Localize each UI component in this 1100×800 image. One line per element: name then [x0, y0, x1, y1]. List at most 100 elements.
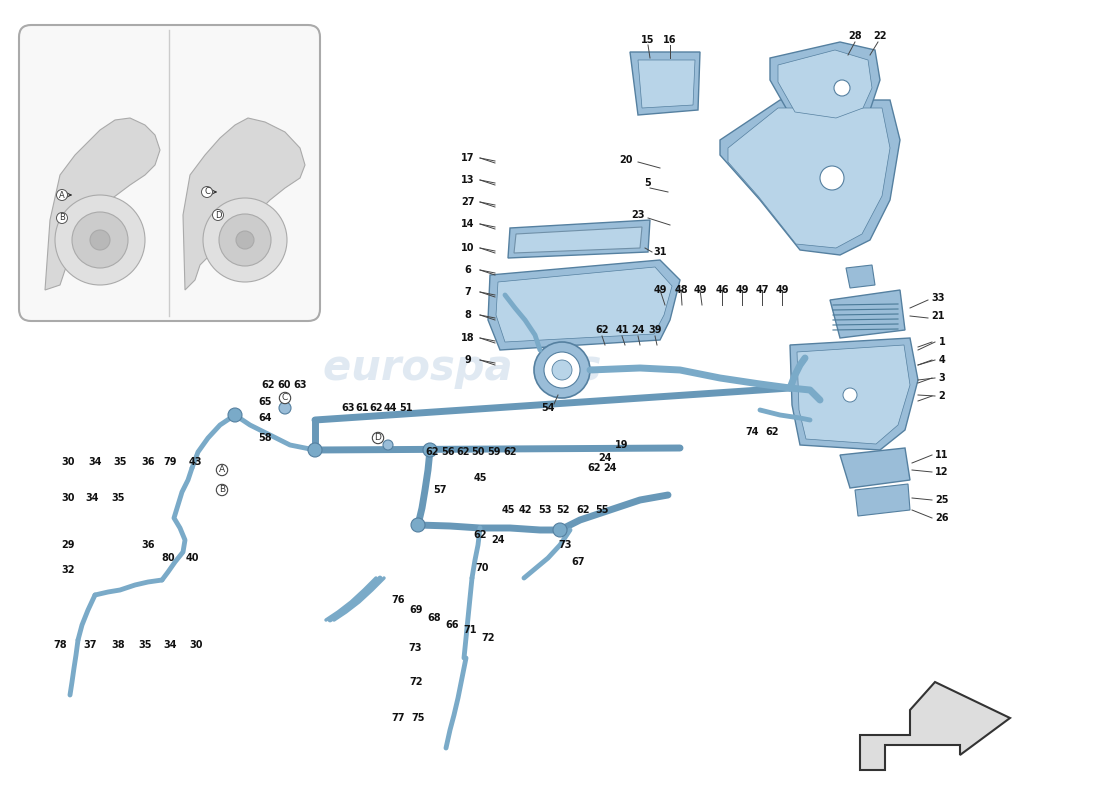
Polygon shape [840, 448, 910, 488]
Text: 67: 67 [571, 557, 585, 567]
Polygon shape [770, 42, 880, 120]
Polygon shape [45, 118, 159, 290]
Text: 77: 77 [392, 713, 405, 723]
Text: 49: 49 [735, 285, 749, 295]
Text: 15: 15 [641, 35, 654, 45]
Text: 55: 55 [595, 505, 608, 515]
Polygon shape [830, 290, 905, 338]
Text: 34: 34 [88, 457, 101, 467]
Polygon shape [630, 52, 700, 115]
Circle shape [90, 230, 110, 250]
Text: 71: 71 [463, 625, 476, 635]
Text: B: B [59, 214, 65, 222]
Polygon shape [790, 338, 918, 450]
Polygon shape [488, 260, 680, 350]
Text: 70: 70 [475, 563, 488, 573]
Circle shape [219, 214, 271, 266]
Text: 3: 3 [938, 373, 945, 383]
Circle shape [552, 360, 572, 380]
Text: 24: 24 [492, 535, 505, 545]
Circle shape [383, 440, 393, 450]
Circle shape [228, 408, 242, 422]
Circle shape [834, 80, 850, 96]
Text: 64: 64 [258, 413, 272, 423]
Text: 35: 35 [139, 640, 152, 650]
Polygon shape [514, 227, 642, 253]
Circle shape [204, 198, 287, 282]
Text: 11: 11 [935, 450, 948, 460]
Text: 62: 62 [456, 447, 470, 457]
Text: 26: 26 [935, 513, 948, 523]
Text: 47: 47 [756, 285, 769, 295]
Circle shape [424, 443, 437, 457]
Text: 58: 58 [258, 433, 272, 443]
Text: 25: 25 [935, 495, 948, 505]
Text: 53: 53 [538, 505, 552, 515]
Text: 32: 32 [62, 565, 75, 575]
Text: 35: 35 [111, 493, 124, 503]
Text: 73: 73 [408, 643, 421, 653]
Text: 29: 29 [62, 540, 75, 550]
Text: 63: 63 [341, 403, 354, 413]
Text: D: D [214, 210, 221, 219]
Text: 73: 73 [558, 540, 572, 550]
Text: 72: 72 [409, 677, 422, 687]
Text: 66: 66 [446, 620, 459, 630]
Text: 24: 24 [631, 325, 645, 335]
Text: 31: 31 [653, 247, 667, 257]
Circle shape [236, 231, 254, 249]
Text: 62: 62 [262, 380, 275, 390]
Text: 16: 16 [663, 35, 676, 45]
Circle shape [308, 443, 322, 457]
Text: 1: 1 [938, 337, 945, 347]
Text: 6: 6 [464, 265, 472, 275]
Text: 40: 40 [185, 553, 199, 563]
Text: 62: 62 [370, 403, 383, 413]
Text: 57: 57 [433, 485, 447, 495]
Text: C: C [282, 394, 288, 402]
Text: B: B [219, 486, 225, 494]
Text: 60: 60 [277, 380, 290, 390]
Text: 38: 38 [111, 640, 124, 650]
Text: 45: 45 [502, 505, 515, 515]
Text: 33: 33 [932, 293, 945, 303]
Text: 56: 56 [441, 447, 454, 457]
Text: eurospa   rs: eurospa rs [322, 347, 602, 389]
Circle shape [843, 388, 857, 402]
Text: 36: 36 [141, 457, 155, 467]
Polygon shape [728, 108, 890, 248]
Text: 9: 9 [464, 355, 472, 365]
Text: 5: 5 [645, 178, 651, 188]
Text: 62: 62 [473, 530, 486, 540]
Text: 69: 69 [409, 605, 422, 615]
Text: A: A [219, 466, 225, 474]
Text: 62: 62 [766, 427, 779, 437]
Polygon shape [508, 220, 650, 258]
Polygon shape [496, 267, 672, 342]
Polygon shape [798, 345, 910, 444]
Circle shape [72, 212, 128, 268]
Text: 44: 44 [383, 403, 397, 413]
Text: 34: 34 [163, 640, 177, 650]
Text: 36: 36 [141, 540, 155, 550]
FancyBboxPatch shape [19, 25, 320, 321]
Text: 27: 27 [461, 197, 475, 207]
Polygon shape [778, 50, 872, 118]
Circle shape [820, 166, 844, 190]
Text: 39: 39 [648, 325, 662, 335]
Text: 35: 35 [113, 457, 127, 467]
Text: 80: 80 [162, 553, 175, 563]
Text: 45: 45 [473, 473, 486, 483]
Text: 20: 20 [619, 155, 632, 165]
Text: 30: 30 [189, 640, 202, 650]
Text: 12: 12 [935, 467, 948, 477]
Text: 37: 37 [84, 640, 97, 650]
Text: 19: 19 [615, 440, 629, 450]
Text: 61: 61 [355, 403, 368, 413]
Text: 30: 30 [62, 493, 75, 503]
Text: 18: 18 [461, 333, 475, 343]
Text: 22: 22 [873, 31, 887, 41]
Text: 24: 24 [598, 453, 612, 463]
Text: A: A [59, 190, 65, 199]
Text: 49: 49 [653, 285, 667, 295]
